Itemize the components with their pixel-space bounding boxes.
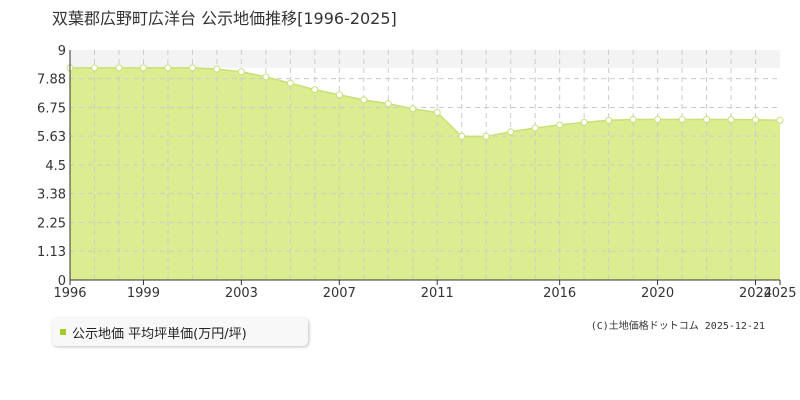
chart-title: 双葉郡広野町広洋台 公示地価推移[1996-2025] (52, 9, 397, 28)
credit-text: (C)土地価格ドットコム 2025-12-21 (591, 319, 765, 332)
x-tick-label: 2025 (763, 286, 796, 301)
y-tick-label: 0 (58, 274, 66, 289)
x-tick-label: 1999 (127, 286, 160, 301)
data-point (458, 132, 466, 140)
series-area (70, 67, 780, 280)
data-point (384, 100, 392, 108)
x-tick-label: 2007 (323, 286, 356, 301)
data-point (213, 65, 221, 73)
data-point (115, 64, 123, 72)
data-point (629, 116, 637, 124)
data-point (605, 116, 613, 124)
data-point (188, 64, 196, 72)
data-point (286, 79, 294, 87)
data-point (752, 116, 760, 124)
data-point (703, 116, 711, 124)
data-point (90, 64, 98, 72)
data-point (507, 128, 515, 136)
data-point (580, 118, 588, 126)
data-point (409, 105, 417, 113)
data-point (311, 86, 319, 94)
x-tick-label: 2016 (543, 286, 576, 301)
data-point (360, 96, 368, 104)
x-tick-label: 2003 (225, 286, 258, 301)
y-tick-label: 9 (58, 44, 66, 59)
y-tick-label: 1.13 (37, 245, 66, 260)
data-point (678, 116, 686, 124)
data-point (727, 116, 735, 124)
x-tick-label: 2024 (739, 286, 772, 301)
y-tick-label: 6.75 (37, 102, 66, 117)
x-tick-label: 2020 (641, 286, 674, 301)
x-tick-label: 2011 (421, 286, 454, 301)
y-tick-label: 2.25 (37, 217, 66, 232)
data-point (556, 121, 564, 129)
series-line (70, 67, 781, 138)
data-point (262, 73, 270, 81)
data-point (482, 132, 490, 140)
data-point (139, 64, 147, 72)
legend-label: 公示地価 平均坪単価(万円/坪) (72, 326, 247, 342)
y-tick-label: 7.88 (37, 73, 66, 88)
x-tick-label: 1996 (53, 286, 86, 301)
data-point (531, 124, 539, 132)
y-tick-label: 4.5 (45, 159, 66, 174)
y-tick-label: 5.63 (37, 130, 66, 145)
plot-top-band (70, 50, 780, 68)
legend: 公示地価 平均坪単価(万円/坪) (52, 318, 308, 346)
data-point (335, 91, 343, 99)
data-point (433, 109, 441, 117)
legend-marker-icon (60, 329, 66, 335)
y-tick-label: 3.38 (37, 188, 66, 203)
data-point (654, 116, 662, 124)
data-point (164, 64, 172, 72)
data-point (776, 116, 784, 124)
data-point (237, 68, 245, 76)
